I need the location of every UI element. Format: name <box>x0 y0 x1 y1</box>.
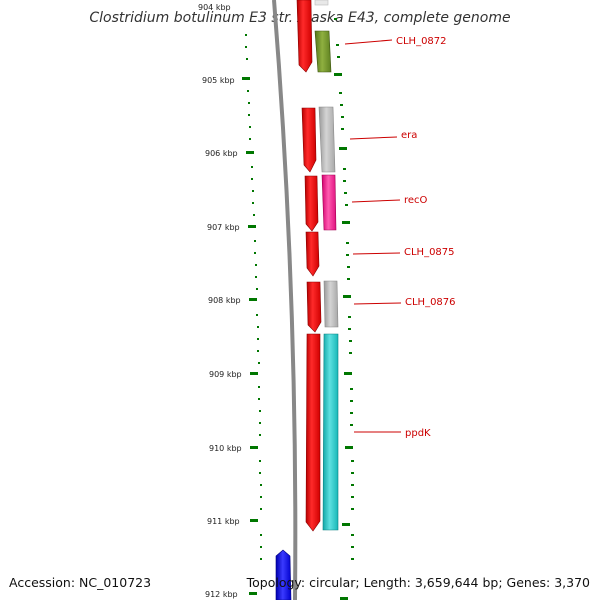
tick-label-910: 910 kbp <box>209 444 242 453</box>
gene-label-era[interactable]: era <box>401 130 417 141</box>
cds-feature-era[interactable] <box>301 107 317 173</box>
tick-label-908: 908 kbp <box>208 296 241 305</box>
gene-label-clh-0872[interactable]: CLH_0872 <box>396 36 447 47</box>
outer-guide-dots <box>334 18 354 560</box>
cds-features <box>296 0 322 532</box>
gene-label-ppdk[interactable]: ppdK <box>405 428 431 439</box>
category-feature-grey-0876[interactable] <box>323 280 339 328</box>
cds-feature-reco[interactable] <box>304 175 319 232</box>
accession-label: Accession: NC_010723 <box>9 575 152 590</box>
outer-major-ticks <box>334 73 353 600</box>
cds-feature-clh-0876[interactable] <box>306 281 322 333</box>
tick-label-912: 912 kbp <box>205 590 238 599</box>
gene-label-clh-0876[interactable]: CLH_0876 <box>405 297 456 308</box>
gene-label-clh-0875[interactable]: CLH_0875 <box>404 247 455 258</box>
label-leaders <box>344 39 402 433</box>
cds-feature-ppdk[interactable] <box>305 333 321 532</box>
gene-labels: CLH_0872 era recO CLH_0875 CLH_0876 ppdK <box>396 36 456 439</box>
cds-feature-clh-0875[interactable] <box>305 231 320 277</box>
gene-label-reco[interactable]: recO <box>404 195 428 206</box>
reverse-strand-feature[interactable] <box>275 549 292 600</box>
genome-summary: Topology: circular; Length: 3,659,644 bp… <box>246 575 590 590</box>
category-feature-olive[interactable] <box>314 30 332 73</box>
category-feature-white-top <box>314 0 329 6</box>
category-feature-magenta[interactable] <box>321 174 337 231</box>
category-features <box>314 0 339 531</box>
tick-label-911: 911 kbp <box>207 517 240 526</box>
tick-label-clipped: 904 kbp <box>198 3 231 12</box>
cds-feature-clh-0872[interactable] <box>296 0 313 73</box>
inner-guide-dots <box>245 34 262 560</box>
genome-backbone <box>272 0 298 600</box>
tick-label-906: 906 kbp <box>205 149 238 158</box>
category-feature-grey-era[interactable] <box>318 106 336 173</box>
tick-labels: 904 kbp 905 kbp 906 kbp 907 kbp 908 kbp … <box>198 3 242 599</box>
tick-label-905: 905 kbp <box>202 76 235 85</box>
tick-label-909: 909 kbp <box>209 370 242 379</box>
tick-label-907: 907 kbp <box>207 223 240 232</box>
category-feature-cyan[interactable] <box>322 333 339 531</box>
inner-major-ticks <box>242 77 258 595</box>
